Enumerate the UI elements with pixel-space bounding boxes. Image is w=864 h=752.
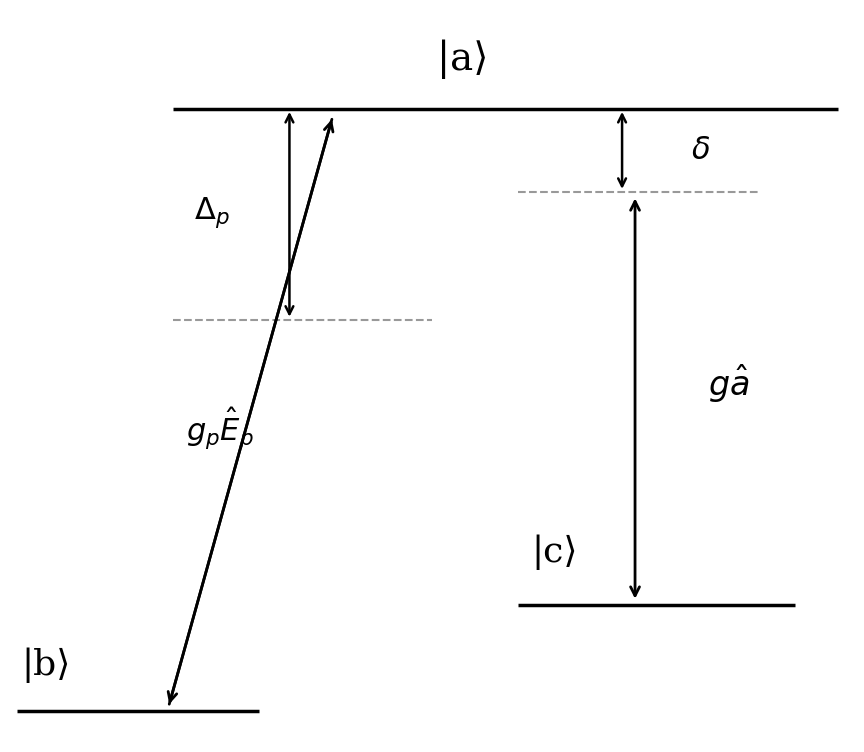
Text: |c⟩: |c⟩ [531, 535, 578, 571]
Text: $\Delta_p$: $\Delta_p$ [194, 195, 230, 229]
Text: $\delta$: $\delta$ [691, 135, 710, 166]
Text: |a⟩: |a⟩ [436, 39, 488, 79]
Text: |b⟩: |b⟩ [22, 647, 71, 684]
Text: $g\hat{a}$: $g\hat{a}$ [708, 362, 750, 405]
Text: $g_p\hat{E}_p$: $g_p\hat{E}_p$ [186, 405, 254, 452]
